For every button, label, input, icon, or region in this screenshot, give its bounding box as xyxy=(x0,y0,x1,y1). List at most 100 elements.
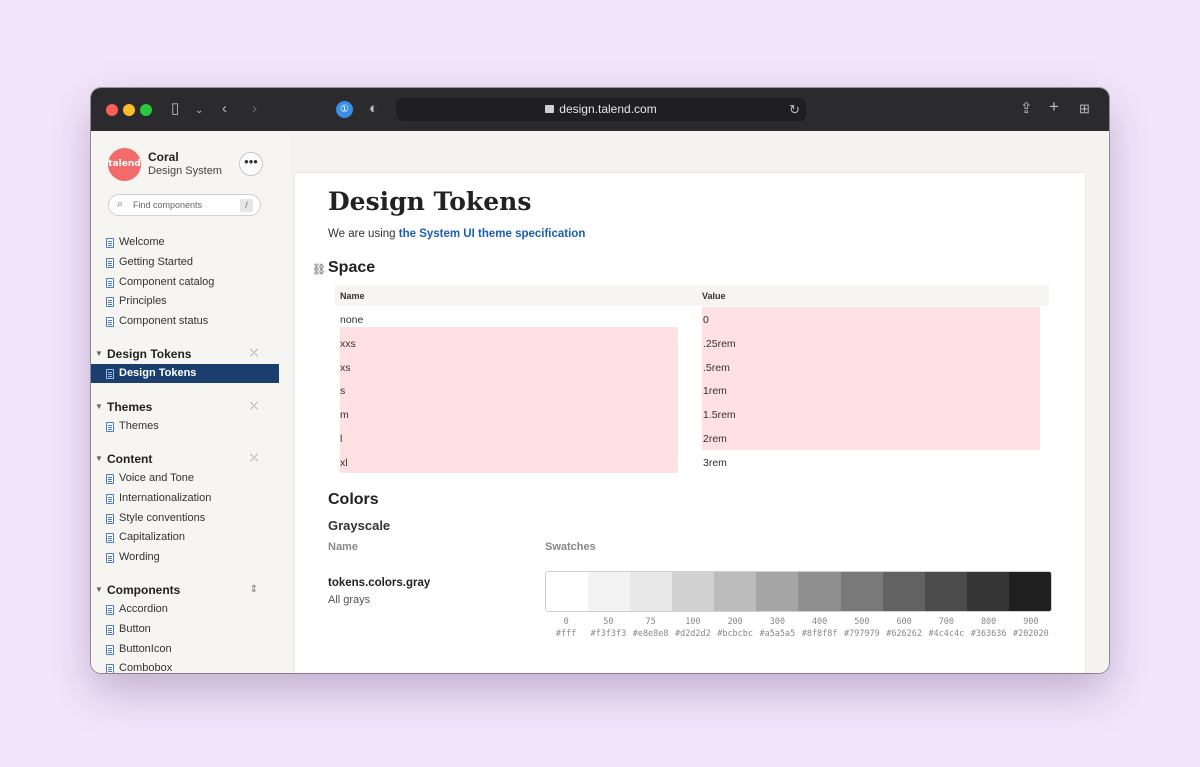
sidebar-toggle-icon[interactable]: ▯ xyxy=(171,100,179,118)
column-label-swatches: Swatches xyxy=(545,541,596,553)
swatch-label: 100 #d2d2d2 xyxy=(672,616,714,640)
highlight-value-column xyxy=(702,307,1040,450)
sidebar-item-getting-started[interactable]: Getting Started xyxy=(91,253,279,272)
sidebar-item-component-status[interactable]: Component status xyxy=(91,312,279,331)
swatch-label: 200 #bcbcbc xyxy=(714,616,756,640)
document-icon xyxy=(106,317,114,327)
close-window-button[interactable] xyxy=(106,104,118,116)
sidebar-item-label: Style conventions xyxy=(119,512,205,524)
document-icon xyxy=(106,238,114,248)
link-icon[interactable]: ⛓ xyxy=(312,263,326,276)
sidebar-item-design-tokens[interactable]: Design Tokens xyxy=(91,364,279,383)
grayscale-heading: Grayscale xyxy=(328,518,390,533)
swatch-hex: #d2d2d2 xyxy=(672,628,714,640)
document-icon xyxy=(106,553,114,563)
highlight-name-column xyxy=(340,327,678,473)
sidebar-item-accordion[interactable]: Accordion xyxy=(91,600,279,619)
main-panel: Design Tokens We are using the System UI… xyxy=(295,173,1085,673)
sidebar-item-label: Design Tokens xyxy=(119,367,196,379)
swatch-hex: #4c4c4c xyxy=(925,628,967,640)
swatch-labels: 0 #fff 50 #f3f3f3 75 #e8e8e8 100 #d2d2d2 200 #bcb… xyxy=(545,616,1052,640)
color-swatch xyxy=(672,572,714,611)
sidebar-item-label: Accordion xyxy=(119,603,168,615)
collapse-icon[interactable]: ⤫ xyxy=(250,398,258,416)
caret-down-icon: ▼ xyxy=(95,450,103,468)
sidebar-item-principles[interactable]: Principles xyxy=(91,292,279,311)
collapse-icon[interactable]: ⤫ xyxy=(250,450,258,468)
url-text: design.talend.com xyxy=(559,102,656,116)
reload-icon[interactable]: ↻ xyxy=(789,98,800,121)
swatch-label: 400 #8f8f8f xyxy=(799,616,841,640)
sidebar-group-content[interactable]: ▼ Content ⤫ xyxy=(91,450,279,468)
sidebar-group-design-tokens[interactable]: ▼ Design Tokens ⤫ xyxy=(91,345,279,363)
sidebar-item-label: Getting Started xyxy=(119,256,193,268)
shield-icon[interactable]: ◐ xyxy=(369,100,378,118)
sidebar: talend Coral Design System ••• ⌕ Find co… xyxy=(91,131,291,673)
brand-subtitle: Design System xyxy=(148,165,222,177)
sidebar-item-label: Themes xyxy=(119,420,159,432)
forward-icon[interactable]: › xyxy=(252,100,257,118)
color-swatch xyxy=(630,572,672,611)
sidebar-item-button[interactable]: Button xyxy=(91,620,279,639)
sidebar-item-welcome[interactable]: Welcome xyxy=(91,233,279,252)
sidebar-item-voice-and-tone[interactable]: Voice and Tone xyxy=(91,469,279,488)
swatch-label: 300 #a5a5a5 xyxy=(756,616,798,640)
swatch-label: 900 #202020 xyxy=(1010,616,1052,640)
sidebar-item-label: Voice and Tone xyxy=(119,472,194,484)
document-icon xyxy=(106,514,114,524)
color-swatch xyxy=(798,572,840,611)
system-ui-spec-link[interactable]: the System UI theme specification xyxy=(399,228,586,240)
minimize-window-button[interactable] xyxy=(123,104,135,116)
swatch-hex: #a5a5a5 xyxy=(756,628,798,640)
sidebar-item-label: Wording xyxy=(119,551,160,563)
table-cell-value: 3rem xyxy=(703,457,727,469)
sidebar-item-style-conventions[interactable]: Style conventions xyxy=(91,509,279,528)
back-icon[interactable]: ‹ xyxy=(222,100,227,118)
sidebar-group-themes[interactable]: ▼ Themes ⤫ xyxy=(91,398,279,416)
sidebar-item-label: Button xyxy=(119,623,151,635)
swatch-step: 400 xyxy=(799,616,841,628)
address-bar[interactable]: design.talend.com ↻ xyxy=(396,98,806,121)
swatch-hex: #797979 xyxy=(841,628,883,640)
sidebar-item-label: Component catalog xyxy=(119,276,214,288)
chevron-down-icon[interactable]: ⌄ xyxy=(195,102,203,120)
swatch-label: 600 #626262 xyxy=(883,616,925,640)
tab-overview-icon[interactable]: ⊞ xyxy=(1079,100,1090,118)
swatch-step: 300 xyxy=(756,616,798,628)
sidebar-item-label: ButtonIcon xyxy=(119,643,172,655)
sidebar-item-label: Internationalization xyxy=(119,492,211,504)
talend-logo: talend xyxy=(108,148,141,181)
lock-icon xyxy=(545,105,554,113)
sidebar-item-buttonicon[interactable]: ButtonIcon xyxy=(91,640,279,659)
document-icon xyxy=(106,422,114,432)
color-swatch xyxy=(714,572,756,611)
expand-icon[interactable]: ⇕ xyxy=(250,581,258,599)
token-description: All grays xyxy=(328,594,370,606)
zoom-window-button[interactable] xyxy=(140,104,152,116)
color-swatch xyxy=(1009,572,1051,611)
more-options-button[interactable]: ••• xyxy=(239,152,263,176)
sidebar-group-title: Design Tokens xyxy=(107,347,191,361)
password-extension-icon[interactable]: ① xyxy=(336,101,353,118)
sidebar-item-combobox[interactable]: Combobox xyxy=(91,659,279,673)
table-cell-name: m xyxy=(340,409,349,421)
new-tab-icon[interactable]: + xyxy=(1049,98,1059,116)
search-input[interactable]: ⌕ Find components / xyxy=(108,194,261,216)
column-header-name: Name xyxy=(340,291,365,301)
sidebar-item-label: Welcome xyxy=(119,236,165,248)
swatch-step: 900 xyxy=(1010,616,1052,628)
color-swatch xyxy=(841,572,883,611)
share-icon[interactable]: ⇪ xyxy=(1020,100,1033,118)
sidebar-item-internationalization[interactable]: Internationalization xyxy=(91,489,279,508)
collapse-icon[interactable]: ⤫ xyxy=(250,345,258,363)
sidebar-item-themes[interactable]: Themes xyxy=(91,417,279,436)
table-cell-value: .25rem xyxy=(703,338,736,350)
sidebar-group-components[interactable]: ▼ Components ⇕ xyxy=(91,581,279,599)
caret-down-icon: ▼ xyxy=(95,581,103,599)
swatch-step: 500 xyxy=(841,616,883,628)
sidebar-item-component-catalog[interactable]: Component catalog xyxy=(91,273,279,292)
swatch-label: 700 #4c4c4c xyxy=(925,616,967,640)
sidebar-item-capitalization[interactable]: Capitalization xyxy=(91,528,279,547)
sidebar-item-wording[interactable]: Wording xyxy=(91,548,279,567)
swatch-step: 50 xyxy=(587,616,629,628)
